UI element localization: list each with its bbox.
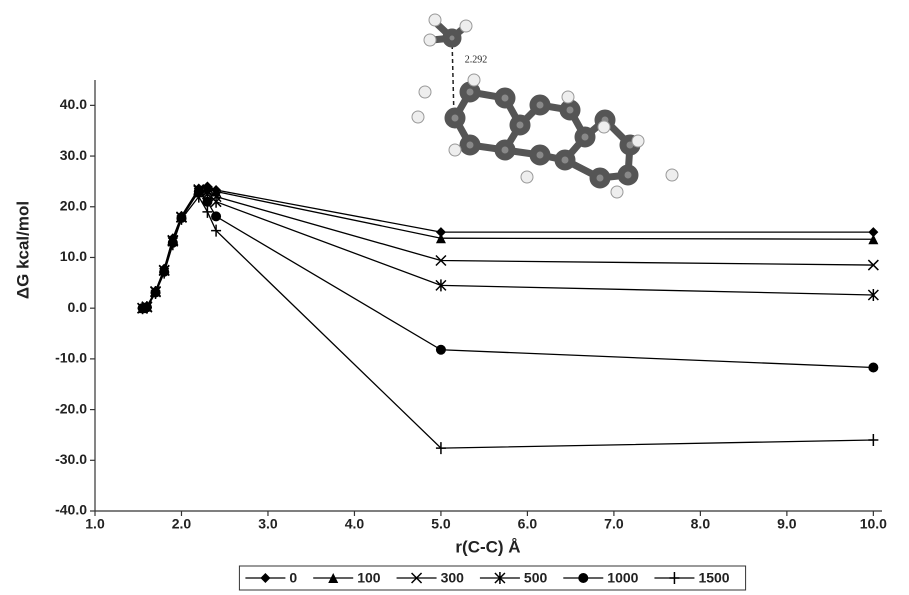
marker	[868, 363, 878, 373]
legend-label: 1000	[607, 570, 638, 586]
legend-label: 1500	[698, 570, 729, 586]
y-tick-label: 10.0	[60, 248, 87, 264]
series-line	[143, 197, 874, 449]
x-tick-label: 5.0	[431, 516, 451, 532]
y-tick-label: 40.0	[60, 96, 87, 112]
marker	[211, 211, 221, 221]
legend: 0 100 300 500 1000 1500	[239, 566, 745, 590]
x-tick-label: 2.0	[172, 516, 192, 532]
series-line	[143, 190, 874, 309]
x-tick-label: 7.0	[604, 516, 624, 532]
y-tick-label: 20.0	[60, 197, 87, 213]
annotation: 2.292	[465, 54, 488, 65]
x-tick-label: 8.0	[691, 516, 711, 532]
y-tick-label: -40.0	[55, 502, 87, 518]
y-axis-label: ΔG kcal/mol	[13, 201, 32, 299]
x-tick-label: 6.0	[518, 516, 538, 532]
y-tick-label: 30.0	[60, 147, 87, 163]
series-line	[143, 192, 874, 368]
y-tick-label: 0.0	[68, 299, 88, 315]
series-line	[143, 191, 874, 309]
series-line	[143, 186, 874, 308]
x-tick-label: 3.0	[258, 516, 278, 532]
marker	[868, 434, 878, 446]
legend-label: 500	[524, 570, 548, 586]
legend-label: 100	[357, 570, 381, 586]
chart: 2.292 r(C-C) Å ΔG kcal/mol -40.0 -30.0 -20…	[0, 0, 909, 595]
y-tick-label: -20.0	[55, 400, 87, 416]
marker	[211, 196, 221, 208]
marker	[436, 345, 446, 355]
x-tick-label: 1.0	[85, 516, 105, 532]
y-tick-label: -10.0	[55, 350, 87, 366]
x-axis-label: r(C-C) Å	[455, 537, 520, 556]
x-tick-label: 4.0	[345, 516, 365, 532]
series-line	[143, 187, 874, 308]
legend-label: 300	[441, 570, 465, 586]
y-tick-label: -30.0	[55, 451, 87, 467]
x-tick-label: 9.0	[777, 516, 797, 532]
legend-label: 0	[289, 570, 297, 586]
marker	[578, 573, 588, 583]
molecule-illustration	[412, 14, 678, 198]
x-tick-label: 10.0	[860, 516, 887, 532]
